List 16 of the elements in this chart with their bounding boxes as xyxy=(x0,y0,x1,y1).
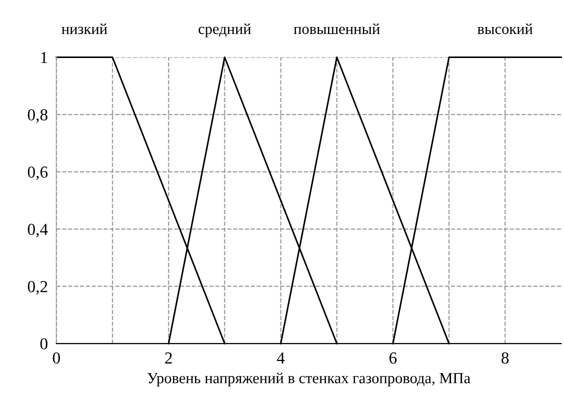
y-tick-label: 1 xyxy=(41,52,48,64)
y-tick-label: 0,4 xyxy=(28,224,48,238)
y-tick-label: 0,2 xyxy=(28,281,48,295)
x-tick-label: 2 xyxy=(165,352,172,364)
x-axis-title: Уровень напряжений в стенках газопровода, МПа xyxy=(147,372,470,386)
y-tick-label: 0 xyxy=(40,338,48,350)
y-tick-label: 0,8 xyxy=(28,109,48,123)
x-tick-label: 4 xyxy=(276,352,285,364)
y-tick-label: 0,6 xyxy=(28,166,48,180)
x-tick-label: 0 xyxy=(52,352,60,364)
x-tick-label: 6 xyxy=(389,352,397,364)
series-label: повышенный xyxy=(294,24,380,34)
series-label: средний xyxy=(198,24,251,38)
series-label: высокий xyxy=(478,24,533,34)
x-tick-label: 8 xyxy=(502,352,509,364)
series-label: низкий xyxy=(62,24,108,34)
